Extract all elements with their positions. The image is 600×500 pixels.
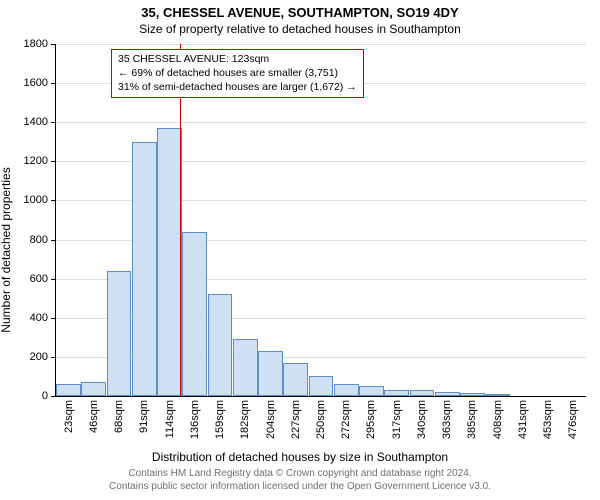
ytick bbox=[51, 200, 56, 201]
xtick-label: 295sqm bbox=[365, 400, 377, 439]
plot-area: 02004006008001000120014001600180023sqm46… bbox=[55, 44, 586, 397]
chart-subtitle: Size of property relative to detached ho… bbox=[0, 22, 600, 36]
y-axis-label: Number of detached properties bbox=[0, 167, 13, 332]
xtick-label: 317sqm bbox=[391, 400, 403, 439]
xtick-label: 91sqm bbox=[138, 400, 150, 433]
footer-line2: Contains public sector information licen… bbox=[109, 481, 491, 492]
xtick-label: 340sqm bbox=[416, 400, 428, 439]
ytick-label: 800 bbox=[30, 234, 48, 246]
ytick-label: 1000 bbox=[24, 194, 48, 206]
chart-title: 35, CHESSEL AVENUE, SOUTHAMPTON, SO19 4D… bbox=[0, 5, 600, 20]
ytick-label: 0 bbox=[42, 390, 48, 402]
xtick-label: 453sqm bbox=[542, 400, 554, 439]
histogram-bar bbox=[182, 232, 207, 396]
histogram-bar bbox=[384, 390, 409, 396]
xtick-label: 46sqm bbox=[88, 400, 100, 433]
xtick-label: 136sqm bbox=[189, 400, 201, 439]
chart-root: 35, CHESSEL AVENUE, SOUTHAMPTON, SO19 4D… bbox=[0, 0, 600, 500]
ytick bbox=[51, 357, 56, 358]
x-axis-label: Distribution of detached houses by size … bbox=[0, 450, 600, 464]
ytick bbox=[51, 240, 56, 241]
histogram-bar bbox=[233, 339, 258, 396]
xtick-label: 431sqm bbox=[517, 400, 529, 439]
annotation-line1: 35 CHESSEL AVENUE: 123sqm bbox=[118, 52, 357, 66]
annotation-line2: ← 69% of detached houses are smaller (3,… bbox=[118, 66, 357, 80]
ytick bbox=[51, 396, 56, 397]
histogram-bar bbox=[56, 384, 81, 396]
histogram-bar bbox=[81, 382, 106, 396]
ytick bbox=[51, 122, 56, 123]
histogram-bar bbox=[359, 386, 384, 396]
xtick-label: 250sqm bbox=[315, 400, 327, 439]
histogram-bar bbox=[460, 393, 485, 396]
xtick-label: 68sqm bbox=[113, 400, 125, 433]
xtick-label: 159sqm bbox=[214, 400, 226, 439]
histogram-bar bbox=[309, 376, 334, 396]
ytick bbox=[51, 318, 56, 319]
xtick-label: 476sqm bbox=[567, 400, 579, 439]
histogram-bar bbox=[410, 390, 435, 396]
ytick bbox=[51, 44, 56, 45]
gridline bbox=[56, 122, 586, 123]
ytick-label: 1400 bbox=[24, 116, 48, 128]
histogram-bar bbox=[107, 271, 132, 396]
ytick-label: 1600 bbox=[24, 77, 48, 89]
xtick-label: 114sqm bbox=[164, 400, 176, 438]
gridline bbox=[56, 44, 586, 45]
footer-attribution: Contains HM Land Registry data © Crown c… bbox=[0, 468, 600, 493]
ytick-label: 1200 bbox=[24, 155, 48, 167]
ytick-label: 200 bbox=[30, 351, 48, 363]
histogram-bar bbox=[258, 351, 283, 396]
footer-line1: Contains HM Land Registry data © Crown c… bbox=[128, 468, 471, 479]
annotation-box: 35 CHESSEL AVENUE: 123sqm← 69% of detach… bbox=[111, 49, 364, 98]
ytick-label: 600 bbox=[30, 273, 48, 285]
histogram-bar bbox=[208, 294, 233, 396]
ytick bbox=[51, 279, 56, 280]
xtick-label: 408sqm bbox=[492, 400, 504, 439]
histogram-bar bbox=[435, 392, 460, 396]
histogram-bar bbox=[485, 394, 510, 396]
ytick bbox=[51, 161, 56, 162]
ytick-label: 400 bbox=[30, 312, 48, 324]
ytick-label: 1800 bbox=[24, 38, 48, 50]
xtick-label: 385sqm bbox=[466, 400, 478, 439]
histogram-bar bbox=[334, 384, 359, 396]
xtick-label: 23sqm bbox=[63, 400, 75, 433]
xtick-label: 204sqm bbox=[265, 400, 277, 439]
histogram-bar bbox=[132, 142, 157, 396]
xtick-label: 272sqm bbox=[340, 400, 352, 439]
xtick-label: 227sqm bbox=[290, 400, 302, 439]
xtick-label: 363sqm bbox=[441, 400, 453, 439]
ytick bbox=[51, 83, 56, 84]
histogram-bar bbox=[157, 128, 182, 396]
histogram-bar bbox=[283, 363, 308, 396]
xtick-label: 182sqm bbox=[239, 400, 251, 439]
annotation-line3: 31% of semi-detached houses are larger (… bbox=[118, 80, 357, 94]
